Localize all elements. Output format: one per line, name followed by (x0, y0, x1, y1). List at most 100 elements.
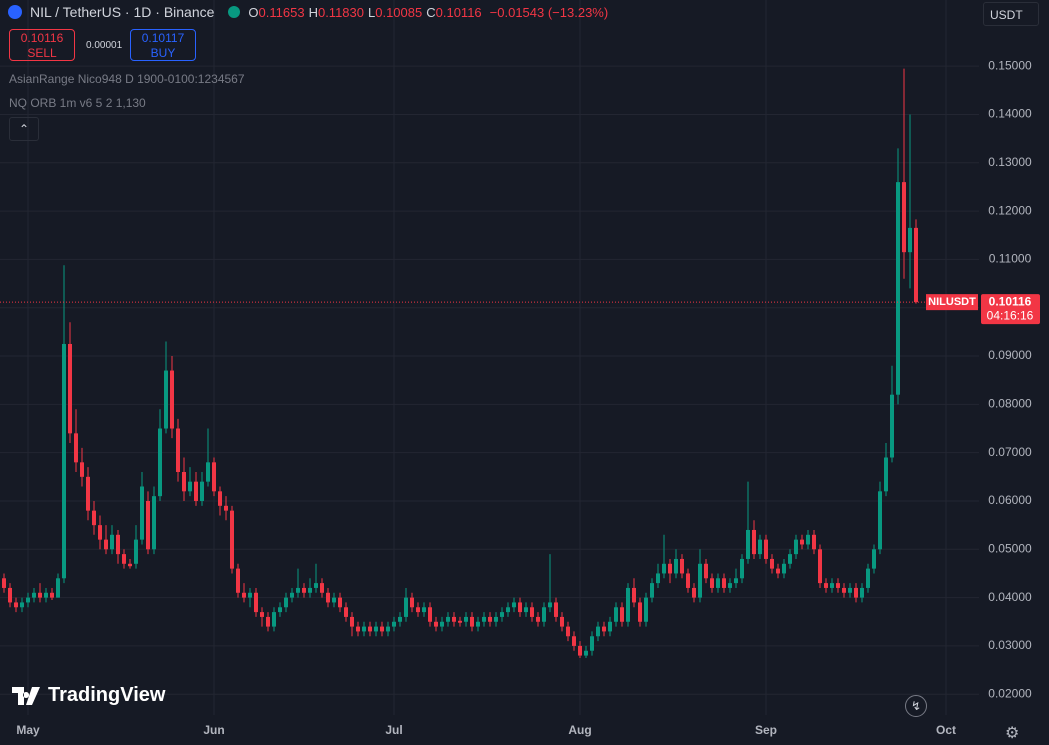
candle-body (422, 607, 426, 613)
candle-body (434, 621, 438, 627)
candle-body (44, 592, 48, 598)
candle-body (506, 607, 510, 613)
candle-body (884, 457, 888, 492)
candle-body (314, 583, 318, 588)
brand: TradingView (12, 684, 165, 707)
candle-body (716, 578, 720, 588)
candle-body (560, 616, 564, 627)
sell-price: 0.10116 (20, 31, 64, 45)
candle-body (218, 491, 222, 506)
candle-body (146, 500, 150, 550)
candle-body (368, 626, 372, 632)
legend-value: 0.10085 (375, 4, 423, 20)
candle-body (686, 573, 690, 588)
candle-body (248, 592, 252, 598)
candle-body (104, 539, 108, 550)
buy-button[interactable]: 0.10117 BUY (130, 29, 196, 61)
y-tick-label: 0.06000 (988, 493, 1032, 507)
symbol[interactable]: NIL / TetherUS · 1D · Binance (30, 4, 215, 20)
candle-body (638, 602, 642, 622)
candle-body (344, 607, 348, 617)
candle-body (446, 616, 450, 622)
candle-body (260, 612, 264, 617)
candle-body (278, 607, 282, 613)
legend-key: H (308, 4, 318, 20)
candle-body (584, 650, 588, 656)
candle-body (566, 626, 570, 637)
candle-body (596, 626, 600, 637)
candle-body (896, 182, 900, 395)
candle-body (680, 558, 684, 574)
indicator[interactable]: NQ ORB 1m v6 5 2 1,130 (9, 96, 146, 110)
status-icon (228, 6, 241, 18)
collapse-button[interactable]: ⌃ (9, 117, 39, 141)
candle-body (86, 476, 90, 511)
candle-body (782, 563, 786, 574)
candle-body (152, 496, 156, 550)
candle-body (692, 587, 696, 598)
candle-body (704, 563, 708, 579)
candle-body (374, 626, 378, 632)
candle-body (200, 481, 204, 501)
candle-body (668, 563, 672, 574)
candle-body (764, 539, 768, 559)
candle-body (626, 587, 630, 622)
x-tick-label: Oct (936, 723, 956, 737)
candle-body (410, 597, 414, 608)
indicator[interactable]: AsianRange Nico948 D 1900-0100:1234567 (9, 72, 245, 86)
settings-button[interactable]: ⚙ (1005, 725, 1020, 742)
candle-body (356, 626, 360, 632)
replay-button[interactable]: ↯ (905, 695, 927, 717)
candle-body (554, 602, 558, 617)
spread: 0.00001 (86, 40, 123, 51)
buy-label: BUY (150, 46, 176, 60)
candle-body (848, 587, 852, 593)
candle-body (440, 621, 444, 627)
candle-body (350, 616, 354, 627)
candle-body (128, 563, 132, 567)
candle-body (380, 626, 384, 632)
y-tick-label: 0.04000 (988, 590, 1032, 604)
candle-body (578, 645, 582, 656)
candle-body (56, 578, 60, 598)
candle-body (806, 534, 810, 545)
candle-body (290, 592, 294, 598)
y-tick-label: 0.09000 (988, 348, 1032, 362)
sell-button[interactable]: 0.10116 SELL (9, 29, 75, 61)
candle-body (164, 370, 168, 429)
candle-body (134, 539, 138, 564)
candle-body (266, 616, 270, 627)
candle-body (50, 592, 54, 598)
y-tick-label: 0.05000 (988, 541, 1032, 555)
y-tick-label: 0.13000 (988, 155, 1032, 169)
candle-body (188, 481, 192, 492)
candle-body (470, 616, 474, 627)
symbol-tag (926, 294, 978, 311)
currency-select[interactable]: USDT (983, 2, 1039, 26)
brand-name: TradingView (48, 684, 166, 706)
candle-body (914, 227, 918, 303)
candle-body (116, 534, 120, 555)
candle-body (302, 587, 306, 593)
candle-body (326, 592, 330, 603)
x-tick-label: Sep (755, 723, 777, 737)
candle-body (308, 587, 312, 593)
candle-body (122, 554, 126, 564)
candle-body (698, 563, 702, 598)
candle-body (572, 636, 576, 646)
legend-key: C (426, 4, 436, 20)
candle-body (482, 616, 486, 622)
candle-body (140, 486, 144, 540)
candle-body (734, 578, 738, 584)
candle-body (800, 539, 804, 545)
candle-body (404, 597, 408, 617)
candle-body (428, 607, 432, 622)
candle-body (542, 607, 546, 622)
candle-body (632, 587, 636, 603)
candle-body (758, 539, 762, 555)
candle-body (650, 583, 654, 598)
candle-body (890, 394, 894, 458)
candle-body (182, 471, 186, 492)
candle-body (398, 616, 402, 622)
candle-body (98, 525, 102, 540)
